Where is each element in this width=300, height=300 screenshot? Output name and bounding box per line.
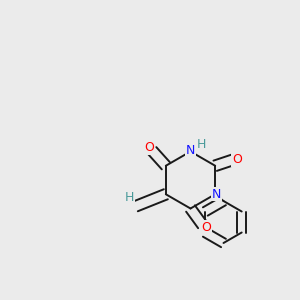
Text: H: H bbox=[125, 191, 134, 204]
Text: N: N bbox=[212, 188, 221, 201]
Text: O: O bbox=[232, 153, 242, 166]
Text: H: H bbox=[196, 137, 206, 151]
Text: O: O bbox=[144, 141, 154, 154]
Text: N: N bbox=[186, 143, 195, 157]
Text: O: O bbox=[201, 221, 211, 234]
